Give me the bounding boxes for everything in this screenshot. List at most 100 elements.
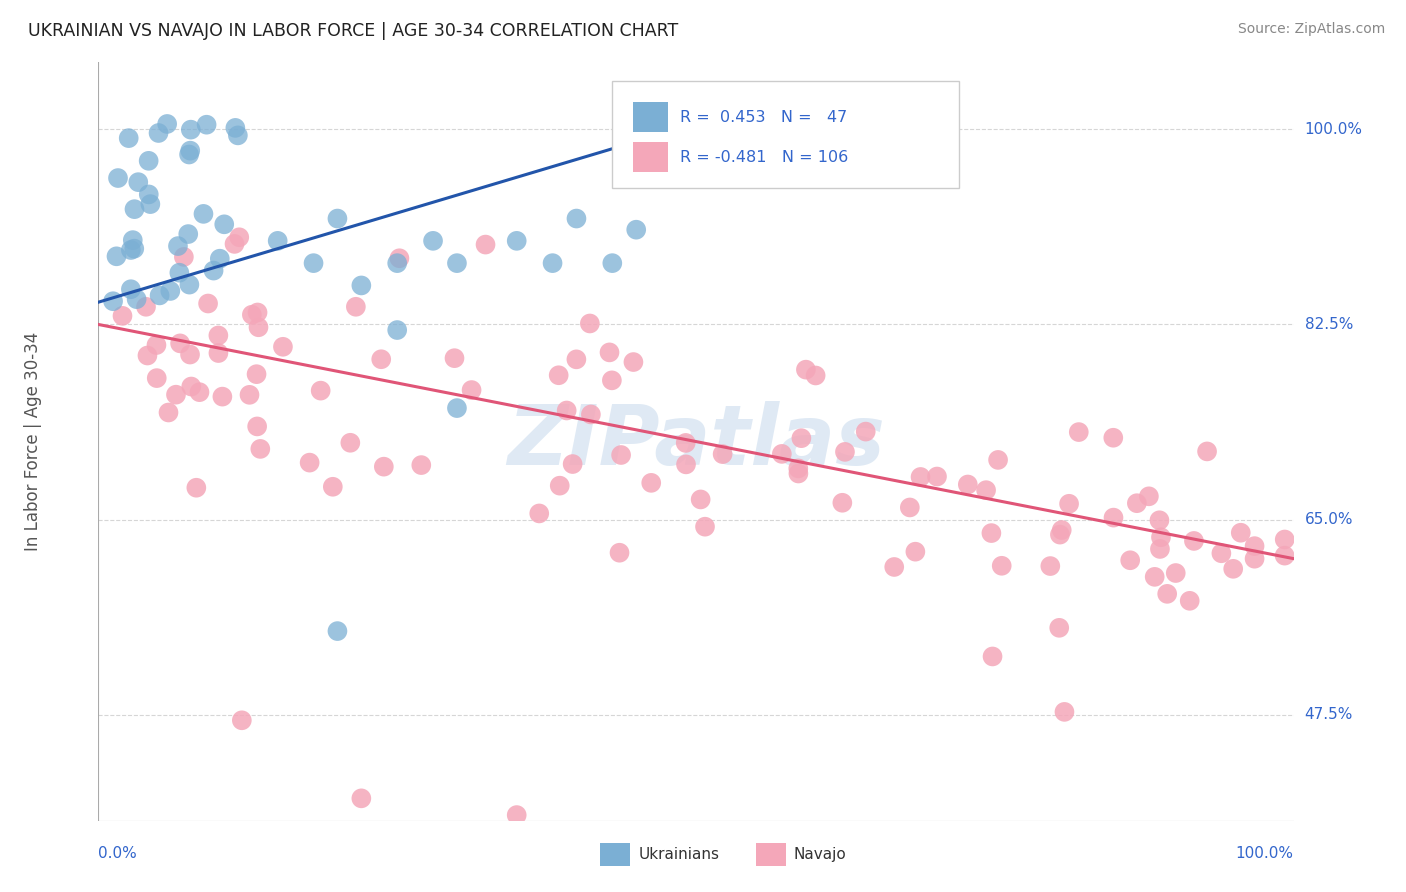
Text: UKRAINIAN VS NAVAJO IN LABOR FORCE | AGE 30-34 CORRELATION CHART: UKRAINIAN VS NAVAJO IN LABOR FORCE | AGE… [28, 22, 678, 40]
Point [188, 385, 211, 400]
Point [226, 128, 249, 143]
FancyBboxPatch shape [613, 81, 959, 187]
Point [107, 171, 129, 186]
Point [238, 388, 260, 402]
Point [118, 131, 141, 145]
Point [385, 256, 409, 270]
Point [1149, 513, 1171, 527]
Point [124, 202, 146, 216]
Point [1197, 444, 1219, 458]
Text: R = -0.481   N = 106: R = -0.481 N = 106 [681, 150, 849, 165]
Point [179, 277, 201, 292]
Point [177, 227, 200, 241]
Point [208, 252, 231, 266]
Point [138, 153, 160, 168]
Point [165, 387, 187, 401]
Point [105, 249, 128, 263]
Point [579, 317, 602, 331]
Point [555, 403, 578, 417]
Point [925, 469, 948, 483]
Text: Navajo: Navajo [794, 847, 846, 863]
Point [689, 492, 711, 507]
Point [626, 223, 648, 237]
Point [474, 237, 496, 252]
Point [1229, 525, 1251, 540]
Point [339, 435, 361, 450]
Point [177, 147, 200, 161]
Text: In Labor Force | Age 30-34: In Labor Force | Age 30-34 [24, 332, 42, 551]
Point [240, 308, 263, 322]
Point [804, 368, 827, 383]
Point [388, 252, 411, 266]
Point [1050, 523, 1073, 537]
Point [302, 256, 325, 270]
Point [1067, 425, 1090, 439]
Point [124, 242, 146, 256]
Point [298, 456, 321, 470]
Point [422, 234, 444, 248]
Point [1143, 570, 1166, 584]
Point [980, 526, 1002, 541]
Point [179, 347, 201, 361]
Point [309, 384, 332, 398]
Point [1137, 489, 1160, 503]
Point [111, 309, 134, 323]
Text: Source: ZipAtlas.com: Source: ZipAtlas.com [1237, 22, 1385, 37]
Point [249, 442, 271, 456]
Point [101, 294, 124, 309]
Text: ZIPatlas: ZIPatlas [508, 401, 884, 482]
Point [1243, 551, 1265, 566]
Point [127, 175, 149, 189]
Point [987, 453, 1010, 467]
Point [231, 714, 253, 728]
Point [169, 266, 191, 280]
Point [350, 278, 373, 293]
Point [598, 345, 620, 359]
Point [1156, 587, 1178, 601]
Point [344, 300, 367, 314]
Point [770, 447, 793, 461]
Text: 47.5%: 47.5% [1305, 707, 1353, 723]
Point [245, 367, 267, 381]
Point [350, 791, 373, 805]
Point [228, 230, 250, 244]
Text: 65.0%: 65.0% [1305, 512, 1353, 527]
Point [1222, 562, 1244, 576]
Point [1150, 530, 1173, 544]
Point [125, 292, 148, 306]
Point [211, 390, 233, 404]
Point [561, 457, 583, 471]
Point [1274, 549, 1296, 563]
Point [212, 217, 235, 231]
Point [267, 234, 290, 248]
Point [990, 558, 1012, 573]
Point [1126, 496, 1149, 510]
Point [974, 483, 997, 498]
Point [1149, 541, 1171, 556]
Point [565, 211, 588, 226]
Point [148, 126, 170, 140]
Point [1057, 497, 1080, 511]
Point [121, 233, 143, 247]
Point [547, 368, 569, 383]
Point [579, 408, 602, 422]
Point [1102, 431, 1125, 445]
Point [180, 122, 202, 136]
Point [883, 560, 905, 574]
Point [207, 346, 229, 360]
Point [910, 470, 932, 484]
Text: 100.0%: 100.0% [1305, 122, 1362, 136]
Point [138, 187, 160, 202]
Point [370, 352, 392, 367]
Point [787, 461, 810, 475]
FancyBboxPatch shape [633, 142, 668, 172]
FancyBboxPatch shape [756, 844, 786, 866]
Point [675, 458, 697, 472]
Point [224, 236, 246, 251]
Point [169, 336, 191, 351]
Point [1039, 559, 1062, 574]
Point [195, 118, 218, 132]
Point [693, 519, 716, 533]
Point [247, 320, 270, 334]
Point [446, 401, 468, 416]
